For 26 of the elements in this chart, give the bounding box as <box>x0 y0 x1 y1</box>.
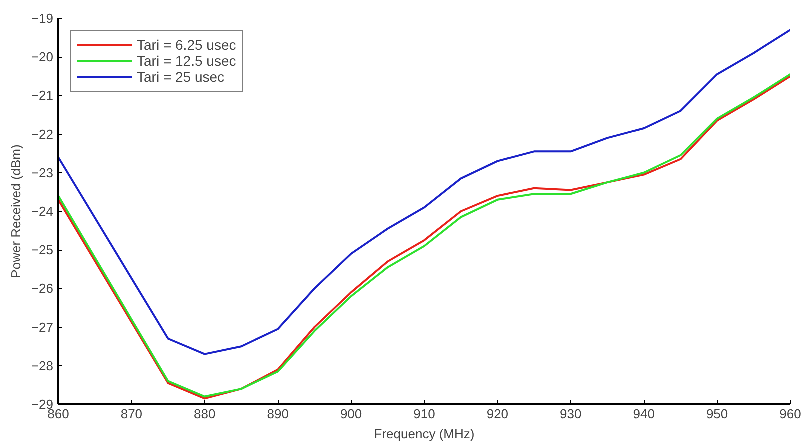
x-tick-label: 950 <box>706 406 728 422</box>
y-tick-label: −28 <box>31 358 54 374</box>
x-axis-title: Frequency (MHz) <box>374 426 475 442</box>
y-tick-label: −26 <box>31 281 54 296</box>
y-tick-label: −21 <box>31 88 54 104</box>
legend-label: Tari = 25 usec <box>137 69 225 85</box>
y-tick-label: −25 <box>31 242 54 258</box>
y-tick-label: −22 <box>31 126 54 142</box>
x-tick-label: 960 <box>780 406 802 422</box>
line-series <box>58 29 790 356</box>
y-axis-title: Power Received (dBm) <box>8 144 24 278</box>
y-tick-label: −19 <box>31 11 54 26</box>
x-tick-label: 890 <box>267 406 289 422</box>
y-tick-label: −24 <box>31 204 54 219</box>
legend-label: Tari = 12.5 usec <box>137 53 236 69</box>
x-tick-label: 870 <box>120 406 143 422</box>
x-tick-label: 940 <box>633 406 655 422</box>
x-tick-label: 880 <box>194 406 216 422</box>
legend-label: Tari = 6.25 usec <box>137 37 236 53</box>
x-tick-label: 930 <box>560 406 582 422</box>
x-tick-label: 920 <box>486 406 509 422</box>
y-tick-label: −27 <box>31 320 54 335</box>
x-tick-label: 910 <box>414 406 436 422</box>
x-tick-label: 900 <box>340 406 362 422</box>
y-tick-label: −23 <box>31 165 54 180</box>
y-tick-label: −20 <box>31 50 54 65</box>
